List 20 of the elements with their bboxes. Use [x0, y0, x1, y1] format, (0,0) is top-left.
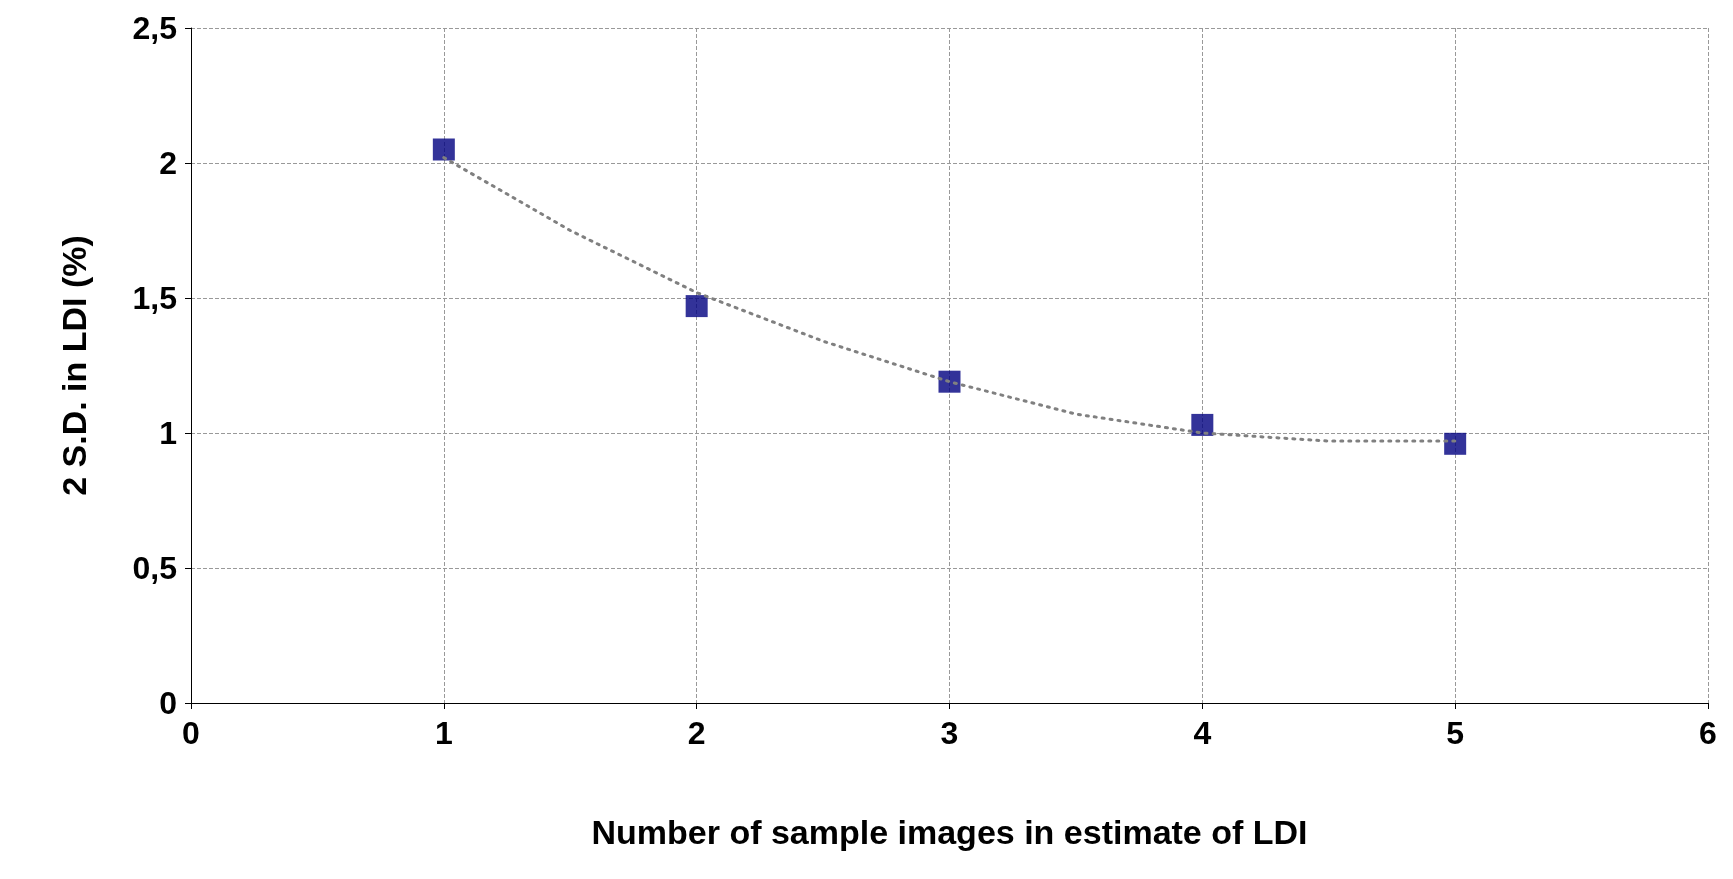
y-tick-label: 0	[159, 685, 177, 721]
y-axis-title: 2 S.D. in LDI (%)	[55, 235, 93, 496]
point	[432, 138, 455, 161]
x-tick-label: 2	[687, 715, 706, 751]
y-tick-label: 2,5	[132, 10, 177, 46]
x-tick-label: 3	[940, 715, 959, 751]
y-tick-label: 1,5	[132, 280, 177, 316]
x-tick-label: 4	[1193, 715, 1212, 751]
point	[1191, 413, 1214, 436]
x-tick-label: 0	[182, 715, 200, 751]
point	[1444, 432, 1467, 455]
point	[938, 370, 961, 393]
x-tick-label: 1	[434, 715, 453, 751]
x-tick-label: 6	[1699, 715, 1717, 751]
x-axis-title: Number of sample images in estimate of LDI	[591, 813, 1308, 851]
y-tick-label: 0,5	[132, 550, 177, 586]
x-tick-label: 5	[1446, 715, 1465, 751]
point	[685, 295, 708, 318]
y-tick-label: 2	[159, 145, 177, 181]
y-tick-label: 1	[159, 415, 177, 451]
